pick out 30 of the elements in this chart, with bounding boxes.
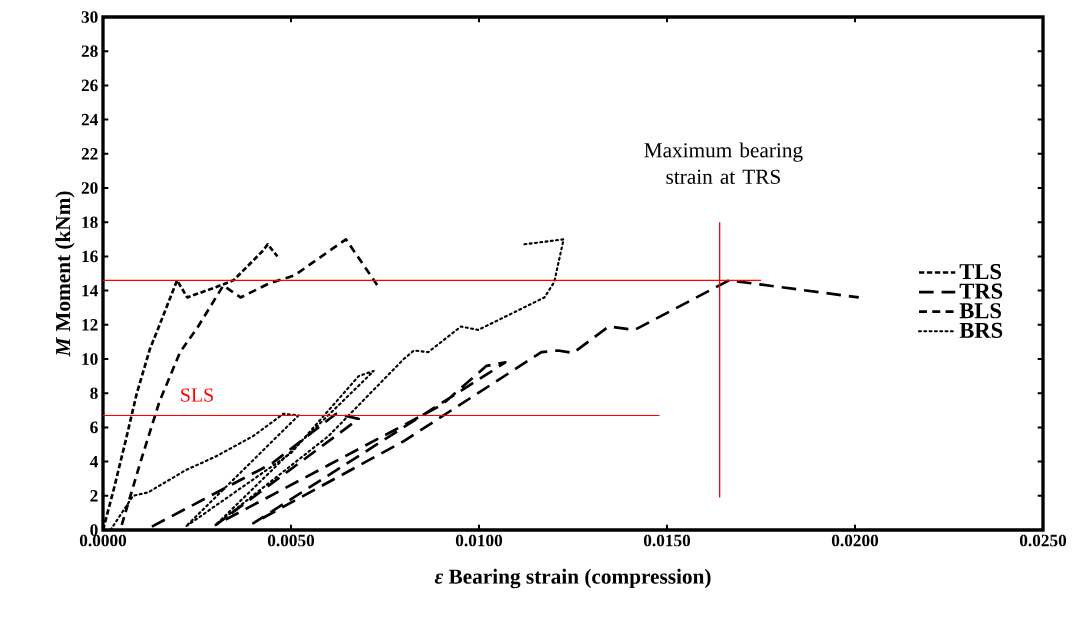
- y-tick-label: 20: [81, 182, 98, 194]
- y-tick-label: 12: [82, 319, 98, 331]
- x-axis-title: ε Bearing strain (compression): [434, 568, 711, 589]
- y-tick-label: 0: [90, 524, 98, 536]
- y-tick-label: 26: [81, 79, 98, 92]
- y-tick-label: 2: [90, 490, 98, 502]
- x-tick-label: 0.0250: [1019, 534, 1067, 547]
- y-tick-label: 6: [90, 421, 98, 434]
- annotation: SLS: [181, 388, 213, 402]
- y-tick-label: 16: [82, 250, 98, 263]
- x-tick-label: 0.0000: [79, 534, 127, 547]
- legend-label: BRS: [959, 322, 1003, 338]
- x-tick-label: 0.0100: [455, 534, 503, 547]
- y-tick-label: 28: [81, 45, 98, 58]
- y-axis-title: M Moment (kNm): [55, 191, 75, 357]
- y-tick-label: 10: [82, 353, 98, 365]
- y-tick-label: 4: [89, 455, 98, 468]
- legend-label: BLS: [959, 303, 1001, 319]
- y-tick-label: 14: [82, 284, 98, 297]
- x-tick-label: 0.0050: [267, 534, 315, 547]
- y-tick-label: 18: [82, 216, 98, 229]
- y-tick-label: 24: [81, 113, 98, 126]
- legend-label: TLS: [959, 263, 1001, 280]
- legend-label: TRS: [959, 283, 1003, 299]
- y-tick-label: 30: [81, 11, 98, 23]
- y-tick-label: 8: [90, 387, 98, 400]
- x-tick-label: 0.0150: [643, 534, 691, 547]
- y-tick-label: 22: [81, 148, 98, 160]
- x-tick-label: 0.0200: [831, 534, 879, 547]
- annotation: Maximum bearing strain at TRS: [644, 142, 803, 184]
